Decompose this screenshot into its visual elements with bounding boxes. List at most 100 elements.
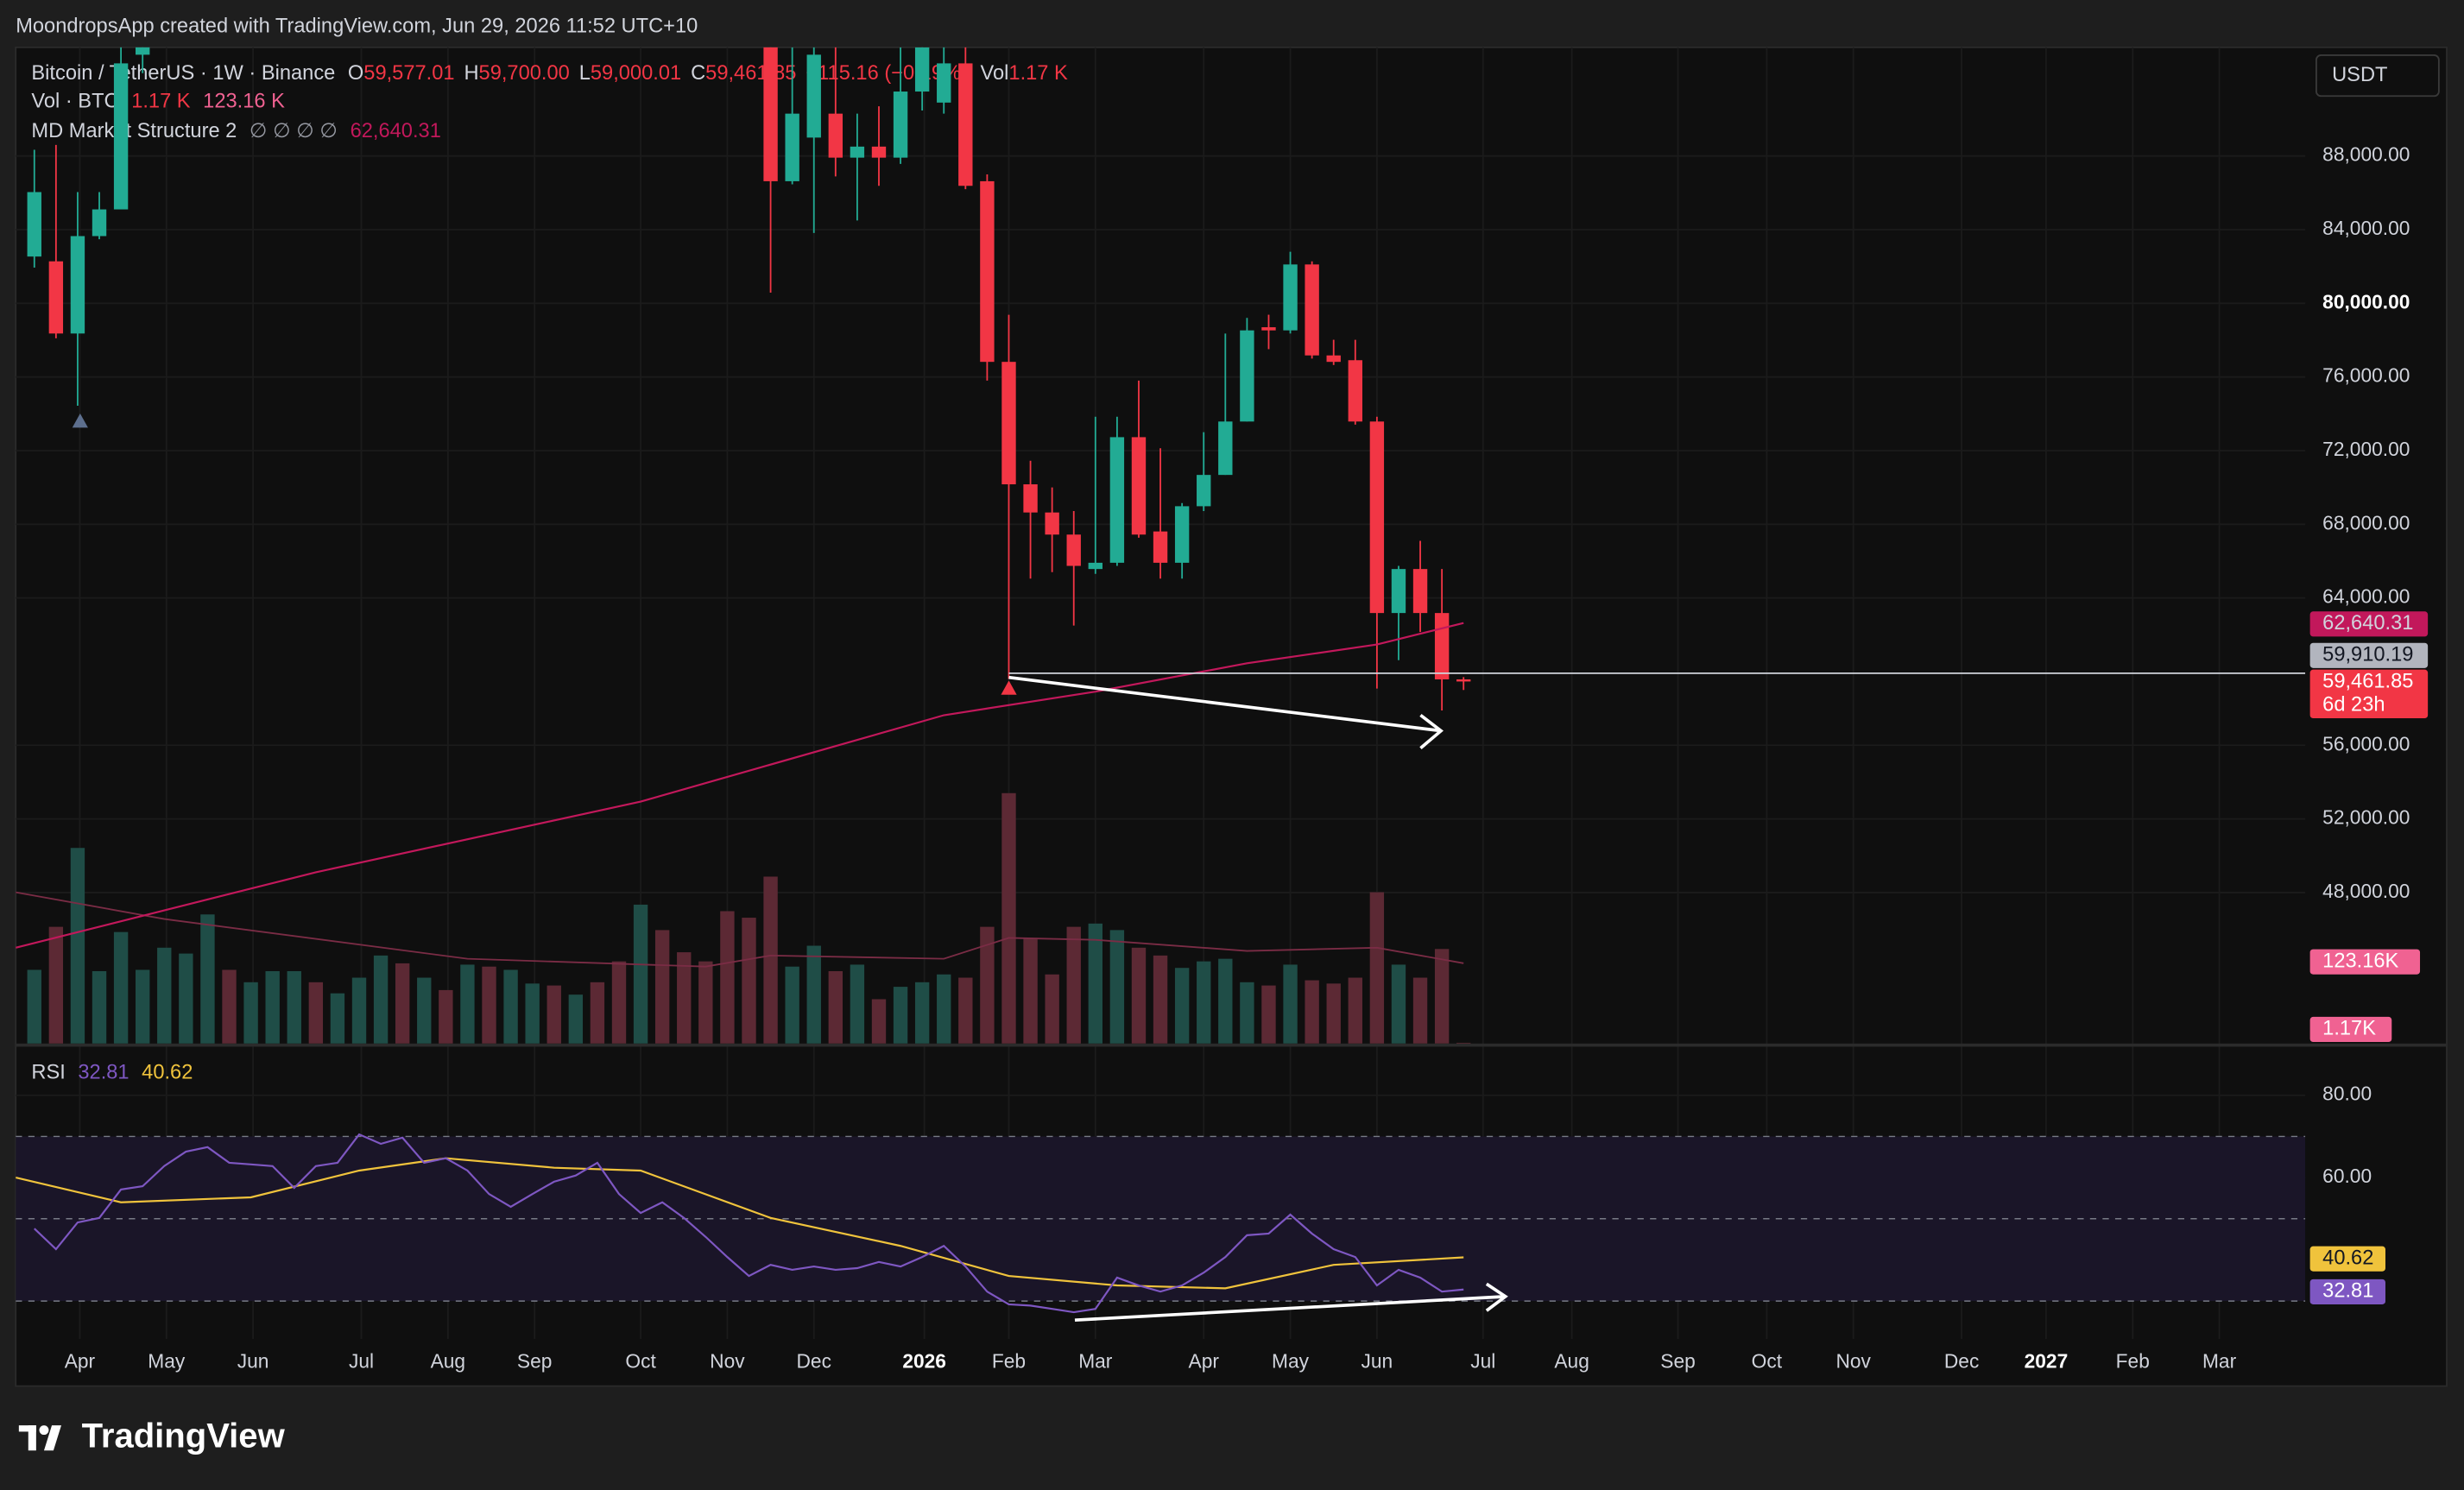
candle-body xyxy=(1434,613,1450,679)
key: H xyxy=(464,62,478,85)
volume-bar xyxy=(806,945,821,1044)
volume-bar xyxy=(351,977,367,1044)
candle-body xyxy=(70,236,85,334)
value: 59,700.00 xyxy=(479,62,570,85)
candle-body xyxy=(1001,362,1016,485)
candle-body xyxy=(937,63,951,103)
x-tick-label: Jul xyxy=(1470,1349,1495,1372)
volume-bar xyxy=(417,977,432,1044)
arrow-line xyxy=(1008,675,1442,733)
volume-bar xyxy=(92,970,107,1044)
ma-price-label: 62,640.31 xyxy=(2322,612,2413,635)
legend-structure: MD Market Structure 2 ∅ ∅ ∅ ∅ 62,640.31 xyxy=(31,120,440,142)
value: 62,640.31 xyxy=(351,120,441,142)
candle-body xyxy=(1023,484,1038,513)
value: 40.62 xyxy=(142,1062,193,1084)
volume-bar xyxy=(1197,961,1211,1044)
candle-body xyxy=(958,63,973,186)
volume-bar xyxy=(1109,930,1125,1044)
volume-pane xyxy=(16,792,1471,1044)
key: C xyxy=(691,62,705,85)
volume-bar xyxy=(568,994,584,1044)
volume-bar xyxy=(48,926,64,1044)
y-tick-label: 68,000.00 xyxy=(2322,511,2410,533)
volume-bar xyxy=(113,931,129,1044)
logo-part xyxy=(18,1425,36,1432)
structure-marker xyxy=(1001,680,1017,695)
price-label-box xyxy=(2309,611,2429,637)
candle-body xyxy=(1391,569,1406,614)
pane-separator xyxy=(16,1043,2447,1047)
price-label-box xyxy=(2309,949,2421,975)
x-tick-label: Jun xyxy=(237,1349,269,1372)
value: 59,000.01 xyxy=(591,62,681,85)
price-label-box xyxy=(2309,1278,2385,1304)
key: Vol xyxy=(981,62,1009,85)
x-tick-label: Sep xyxy=(517,1349,552,1372)
value: 32.81 xyxy=(78,1062,129,1084)
logo-part xyxy=(43,1425,61,1451)
candle-body xyxy=(1197,475,1211,507)
legend-main: Bitcoin / TetherUS · 1W · Binance O59,577… xyxy=(31,62,1068,85)
rsi-ma xyxy=(16,1157,1464,1290)
value: 59,577.01 xyxy=(363,62,454,85)
value: ∅ ∅ ∅ ∅ xyxy=(250,120,338,142)
volume-bar xyxy=(1218,958,1233,1044)
volume-bar xyxy=(914,982,930,1044)
candle-body xyxy=(1045,512,1059,535)
brand: TradingView xyxy=(82,1417,286,1455)
candle-body xyxy=(1261,327,1276,331)
value: 1.17 K xyxy=(1008,62,1068,85)
volume-bar xyxy=(850,964,865,1044)
hline-label: 59,910.19 xyxy=(2322,644,2413,666)
x-tick-label: Oct xyxy=(1752,1349,1783,1372)
volume-bar xyxy=(720,911,735,1044)
y-tick-label: 88,000.00 xyxy=(2322,143,2410,166)
volume-bar xyxy=(330,993,345,1044)
x-tick-label: Apr xyxy=(65,1349,96,1372)
rsi-pane xyxy=(16,1133,2306,1314)
currency-box[interactable] xyxy=(2315,54,2440,98)
volume-bar xyxy=(611,961,627,1044)
volume-bar xyxy=(785,966,799,1044)
brand-logo xyxy=(18,1425,61,1451)
candle-body xyxy=(850,146,865,158)
candle-body xyxy=(871,146,887,158)
volume-bar xyxy=(1305,980,1319,1044)
currency[interactable]: USDT xyxy=(2332,64,2387,86)
candle-body xyxy=(1283,264,1298,331)
structure-marker xyxy=(72,413,88,428)
volume-label: 1.17K xyxy=(2322,1018,2376,1040)
volume-bar xyxy=(395,963,410,1044)
candle-body xyxy=(1348,360,1362,422)
candle-body xyxy=(1109,437,1125,563)
value: 123.16 K xyxy=(203,91,285,113)
volume-ma-label: 123.16K xyxy=(2322,950,2398,972)
volume-bar xyxy=(677,952,692,1044)
value: 1.17 K xyxy=(131,91,191,113)
key: O xyxy=(348,62,363,85)
volume-bar xyxy=(937,974,951,1044)
price-label-box xyxy=(2309,642,2429,668)
candle-body xyxy=(1326,355,1341,363)
volume-bar xyxy=(1391,964,1406,1044)
y-tick-label: 52,000.00 xyxy=(2322,806,2410,829)
x-tick-label: Mar xyxy=(1078,1349,1113,1372)
volume-bar xyxy=(179,953,193,1044)
volume-bar xyxy=(1369,892,1385,1044)
candle-body xyxy=(1066,534,1081,566)
candle-body xyxy=(1240,330,1254,422)
volume-bar xyxy=(1088,923,1103,1044)
x-tick-label: Aug xyxy=(431,1349,465,1372)
rsi-label: 32.81 xyxy=(2322,1280,2373,1303)
x-tick-label: Feb xyxy=(2116,1349,2150,1372)
volume-bar xyxy=(1131,947,1147,1044)
logo-part xyxy=(39,1425,49,1436)
candle-body xyxy=(785,113,799,181)
y-tick-label: 76,000.00 xyxy=(2322,364,2410,387)
arrow-head xyxy=(1485,1282,1508,1312)
volume-bar xyxy=(135,969,150,1044)
indicator-name: Vol · BTC xyxy=(31,91,118,113)
candle-body xyxy=(135,47,150,55)
x-tick-label: May xyxy=(1272,1349,1310,1372)
